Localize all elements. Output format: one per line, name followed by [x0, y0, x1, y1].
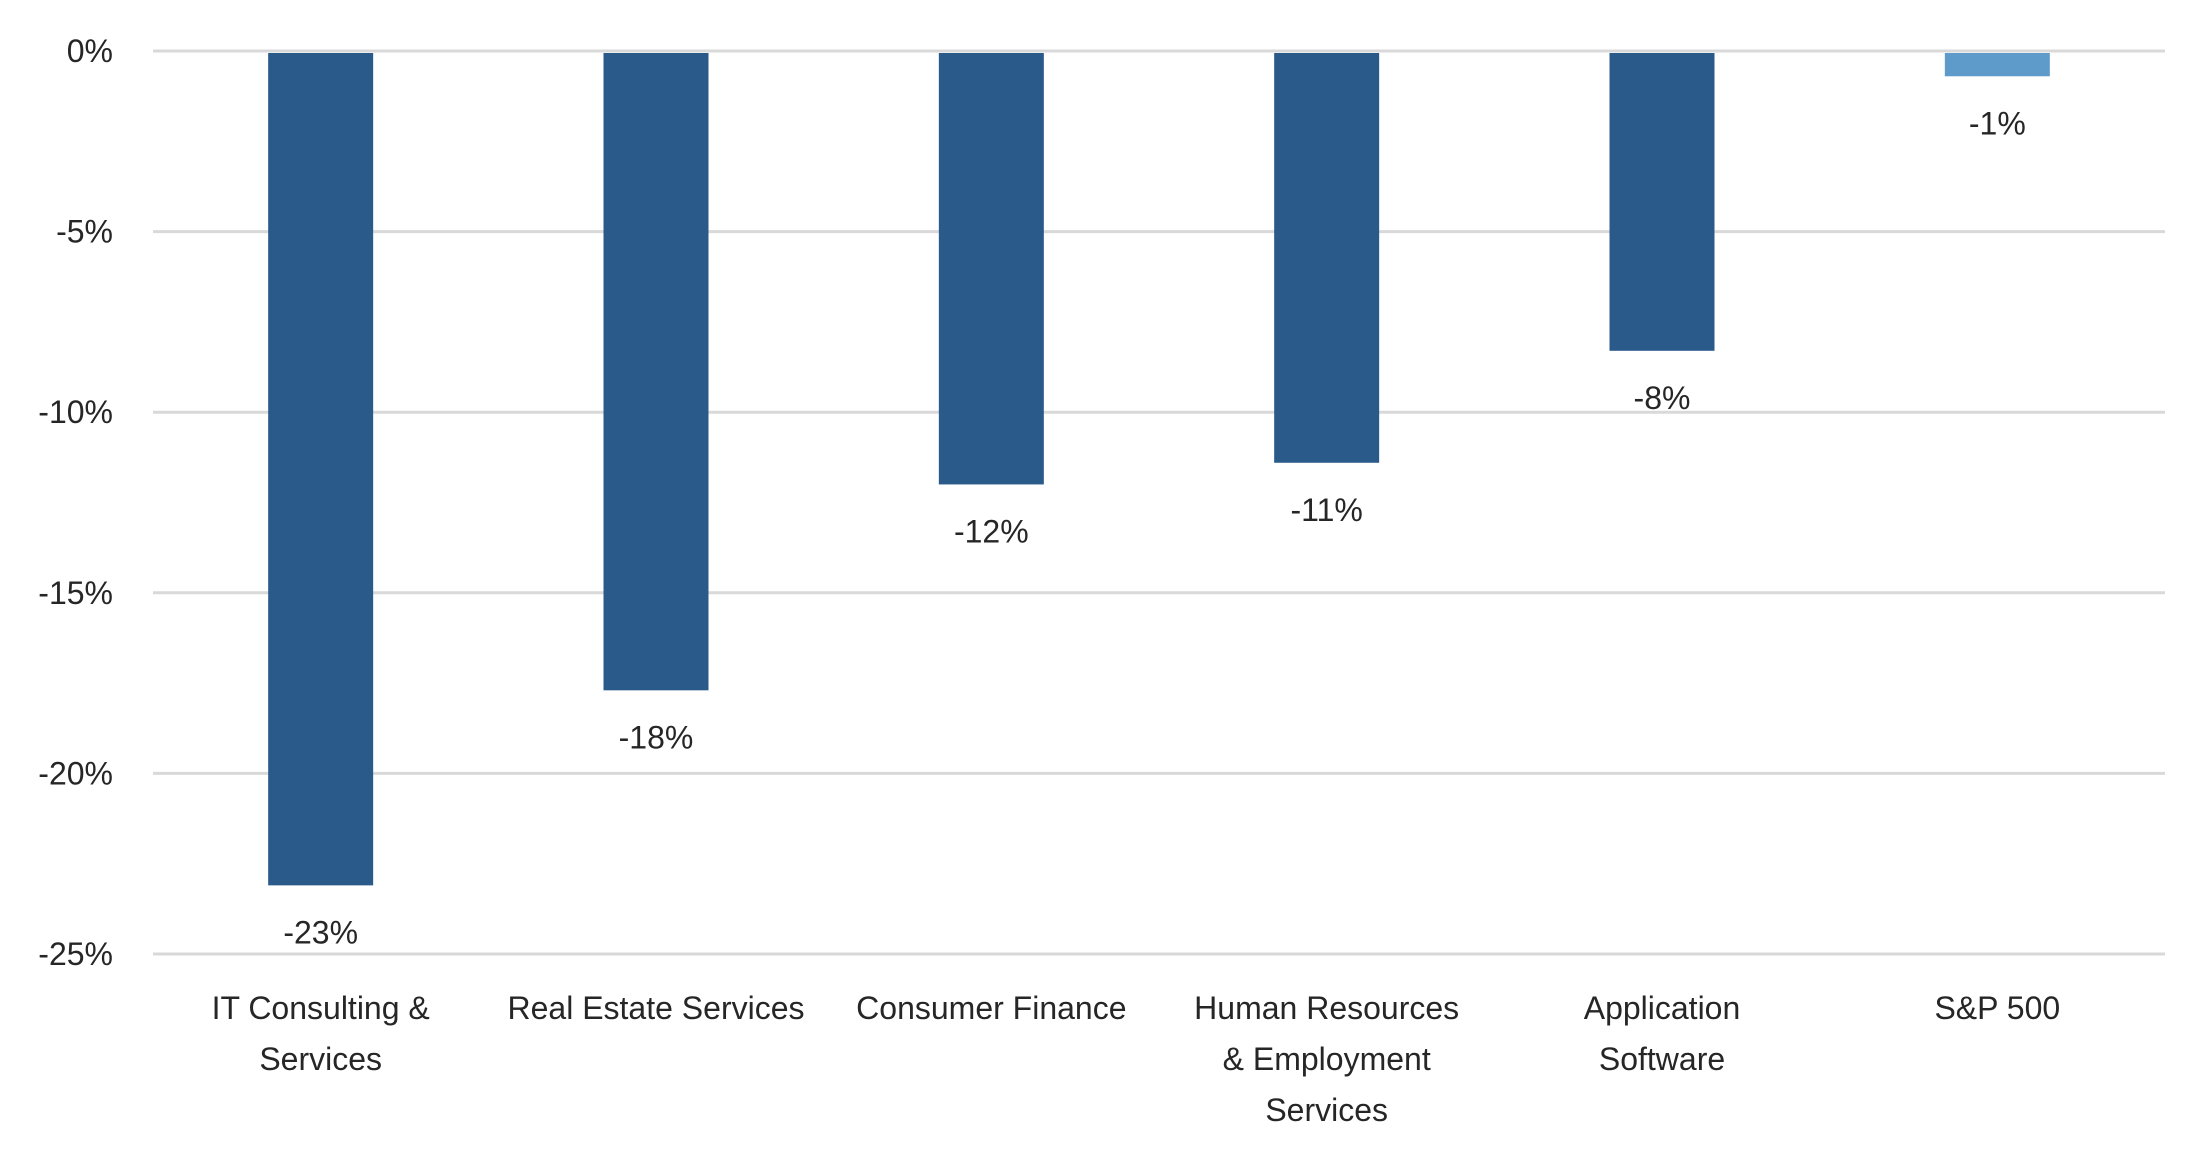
data-label: -11%: [1291, 492, 1363, 528]
category-label: Software: [1599, 1041, 1725, 1077]
y-axis-ticks: 0% -5% -10% -15% -20% -25%: [38, 33, 113, 972]
bars: [268, 53, 2050, 886]
bar: [1274, 53, 1380, 463]
y-tick-label: 0%: [67, 33, 113, 69]
category-label: & Employment: [1223, 1041, 1431, 1077]
category-label: Consumer Finance: [856, 990, 1126, 1026]
category-label: Services: [1265, 1092, 1388, 1128]
y-tick-label: -15%: [38, 575, 113, 611]
data-label: -8%: [1634, 380, 1691, 416]
bar: [1609, 53, 1715, 351]
bar: [603, 53, 709, 691]
category-label: IT Consulting &: [212, 990, 430, 1026]
data-label: -12%: [954, 513, 1029, 549]
data-label: -1%: [1969, 105, 2026, 141]
y-tick-label: -25%: [38, 936, 113, 972]
y-tick-label: -20%: [38, 755, 113, 791]
data-label: -18%: [619, 719, 694, 755]
data-labels: -23% -18% -12% -11% -8% -1%: [283, 105, 2025, 950]
bar: [268, 53, 374, 886]
bar: [938, 53, 1044, 485]
category-label: Services: [259, 1041, 382, 1077]
category-label: Human Resources: [1194, 990, 1459, 1026]
category-label: S&P 500: [1934, 990, 2060, 1026]
y-tick-label: -5%: [56, 214, 113, 250]
bar: [1944, 53, 2050, 77]
gridlines: [153, 49, 2165, 956]
data-label: -23%: [283, 914, 358, 950]
category-labels: IT Consulting & Services Real Estate Servi…: [212, 990, 2061, 1128]
y-tick-label: -10%: [38, 394, 113, 430]
category-label: Application: [1584, 990, 1741, 1026]
category-label: Real Estate Services: [507, 990, 804, 1026]
